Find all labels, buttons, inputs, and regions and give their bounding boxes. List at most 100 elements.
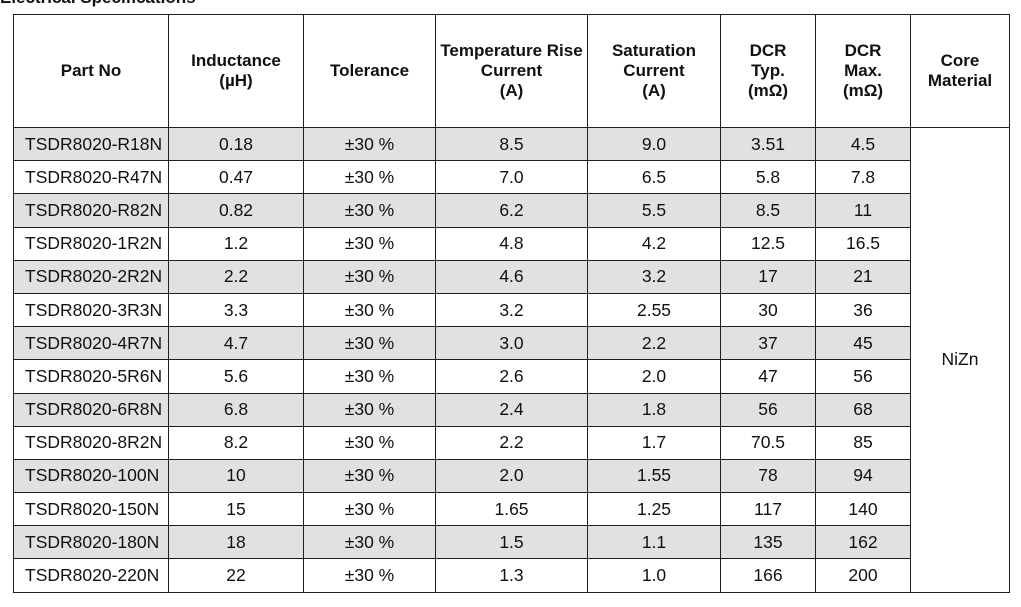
part-number-cell: TSDR8020-4R7N: [13, 326, 169, 361]
header-row: Part No Inductance (µH) Tolerance Temperatur…: [13, 14, 1010, 128]
table-cell: 1.8: [587, 392, 721, 427]
table-cell: 1.0: [587, 558, 721, 593]
table-cell: 22: [168, 558, 304, 593]
column-header-line: (mΩ): [842, 81, 884, 100]
table-cell: 8.5: [720, 193, 816, 228]
spec-table: Part No Inductance (µH) Tolerance Temperatur…: [13, 14, 1010, 593]
table-cell: 1.5: [435, 525, 588, 560]
table-cell: 6.2: [435, 193, 588, 228]
table-cell: ±30 %: [303, 226, 436, 261]
table-cell: 140: [815, 492, 911, 527]
table-cell: 2.2: [587, 326, 721, 361]
part-number-cell: TSDR8020-R47N: [13, 160, 169, 195]
table-cell: 85: [815, 425, 911, 460]
table-cell: 1.2: [168, 226, 304, 261]
table-cell: 0.18: [168, 126, 304, 162]
table-row: TSDR8020-220N 22 ±30 % 1.3 1.0 166 200: [13, 558, 1010, 593]
table-cell: 4.5: [815, 126, 911, 162]
table-cell: 2.2: [435, 425, 588, 460]
table-cell: 0.47: [168, 160, 304, 195]
column-header-line: Saturation: [611, 41, 697, 60]
table-cell: 162: [815, 525, 911, 560]
part-number-cell: TSDR8020-180N: [13, 525, 169, 560]
table-cell: 3.0: [435, 326, 588, 361]
table-cell: 4.6: [435, 259, 588, 294]
table-cell: 7.0: [435, 160, 588, 195]
table-row: TSDR8020-R47N 0.47 ±30 % 7.0 6.5 5.8 7.8: [13, 160, 1010, 195]
table-cell: 18: [168, 525, 304, 560]
table-row: TSDR8020-100N 10 ±30 % 2.0 1.55 78 94: [13, 458, 1010, 494]
column-header-line: Typ.: [751, 61, 785, 80]
part-number-cell: TSDR8020-R82N: [13, 193, 169, 228]
table-cell: 200: [815, 558, 911, 593]
table-cell: ±30 %: [303, 292, 436, 328]
column-header-line: Inductance: [191, 51, 281, 70]
column-header-line: Current: [623, 61, 685, 80]
column-header-line: Material: [927, 71, 993, 90]
column-header-line: (mΩ): [747, 81, 789, 100]
table-body: TSDR8020-R18N 0.18 ±30 % 8.5 9.0 3.51 4.5 NiZn T…: [13, 126, 1010, 593]
column-header: Core Material: [910, 14, 1010, 128]
table-cell: 56: [815, 359, 911, 394]
table-cell: 70.5: [720, 425, 816, 460]
table-cell: 17: [720, 259, 816, 294]
table-row: TSDR8020-2R2N 2.2 ±30 % 4.6 3.2 17 21: [13, 259, 1010, 294]
table-cell: ±30 %: [303, 558, 436, 593]
table-cell: 47: [720, 359, 816, 394]
table-cell: 10: [168, 458, 304, 494]
table-cell: ±30 %: [303, 126, 436, 162]
table-cell: 6.8: [168, 392, 304, 427]
table-cell: 68: [815, 392, 911, 427]
table-row: TSDR8020-R82N 0.82 ±30 % 6.2 5.5 8.5 11: [13, 193, 1010, 228]
table-row: TSDR8020-8R2N 8.2 ±30 % 2.2 1.7 70.5 85: [13, 425, 1010, 460]
table-cell: 3.2: [435, 292, 588, 328]
table-cell: ±30 %: [303, 392, 436, 427]
table-row: TSDR8020-5R6N 5.6 ±30 % 2.6 2.0 47 56: [13, 359, 1010, 394]
table-row: TSDR8020-1R2N 1.2 ±30 % 4.8 4.2 12.5 16.5: [13, 226, 1010, 261]
table-row: TSDR8020-150N 15 ±30 % 1.65 1.25 117 140: [13, 492, 1010, 527]
table-cell: 3.2: [587, 259, 721, 294]
part-number-cell: TSDR8020-6R8N: [13, 392, 169, 427]
table-cell: ±30 %: [303, 326, 436, 361]
column-header-line: Core: [940, 51, 980, 70]
table-cell: 45: [815, 326, 911, 361]
part-number-cell: TSDR8020-220N: [13, 558, 169, 593]
part-number-cell: TSDR8020-3R3N: [13, 292, 169, 328]
column-header-line: (A): [642, 81, 666, 100]
column-header-line: Temperature Rise: [440, 41, 583, 60]
table-cell: 1.65: [435, 492, 588, 527]
part-number-cell: TSDR8020-5R6N: [13, 359, 169, 394]
table-cell: 1.7: [587, 425, 721, 460]
table-cell: 78: [720, 458, 816, 494]
table-cell: 5.8: [720, 160, 816, 195]
table-cell: 12.5: [720, 226, 816, 261]
table-cell: ±30 %: [303, 359, 436, 394]
table-cell: 1.1: [587, 525, 721, 560]
column-header-line: DCR: [749, 41, 787, 60]
table-row: TSDR8020-3R3N 3.3 ±30 % 3.2 2.55 30 36: [13, 292, 1010, 328]
column-header-line: Part No: [60, 61, 122, 80]
table-cell: ±30 %: [303, 492, 436, 527]
table-row: TSDR8020-6R8N 6.8 ±30 % 2.4 1.8 56 68: [13, 392, 1010, 427]
table-cell: 1.25: [587, 492, 721, 527]
table-cell: 36: [815, 292, 911, 328]
table-cell: 3.3: [168, 292, 304, 328]
table-cell: 0.82: [168, 193, 304, 228]
table-cell: 8.5: [435, 126, 588, 162]
table-row: TSDR8020-180N 18 ±30 % 1.5 1.1 135 162: [13, 525, 1010, 560]
column-header: Inductance (µH): [168, 14, 304, 128]
part-number-cell: TSDR8020-150N: [13, 492, 169, 527]
table-row: TSDR8020-4R7N 4.7 ±30 % 3.0 2.2 37 45: [13, 326, 1010, 361]
table-cell: 1.55: [587, 458, 721, 494]
column-header-line: (µH): [219, 71, 253, 90]
table-cell: 4.7: [168, 326, 304, 361]
table-cell: ±30 %: [303, 160, 436, 195]
table-cell: 5.5: [587, 193, 721, 228]
table-cell: 1.3: [435, 558, 588, 593]
column-header: Temperature Rise Current (A): [435, 14, 588, 128]
table-row: TSDR8020-R18N 0.18 ±30 % 8.5 9.0 3.51 4.5 NiZn: [13, 126, 1010, 593]
table-cell: 16.5: [815, 226, 911, 261]
part-number-cell: TSDR8020-2R2N: [13, 259, 169, 294]
table-cell: 2.6: [435, 359, 588, 394]
column-header-line: (A): [499, 81, 524, 100]
